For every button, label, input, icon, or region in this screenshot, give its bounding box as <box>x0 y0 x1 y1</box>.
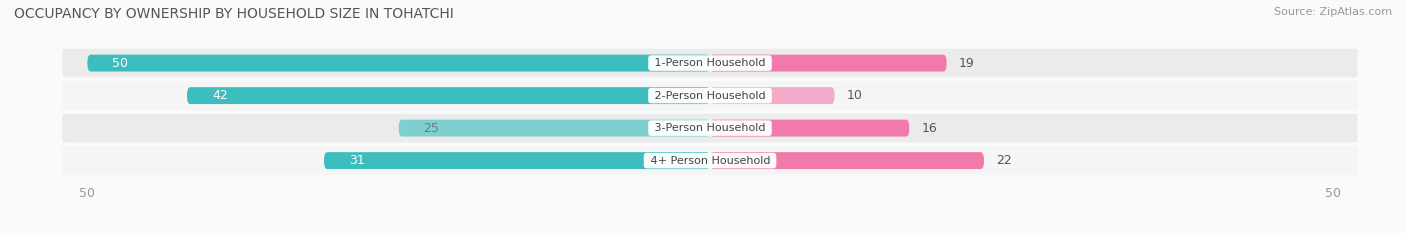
FancyBboxPatch shape <box>399 120 710 137</box>
Text: 1-Person Household: 1-Person Household <box>651 58 769 68</box>
Text: 42: 42 <box>212 89 228 102</box>
Legend: Owner-occupied, Renter-occupied: Owner-occupied, Renter-occupied <box>575 229 845 233</box>
FancyBboxPatch shape <box>710 55 946 72</box>
FancyBboxPatch shape <box>710 152 984 169</box>
Text: 10: 10 <box>846 89 863 102</box>
FancyBboxPatch shape <box>62 81 1358 110</box>
FancyBboxPatch shape <box>62 49 1358 77</box>
Text: OCCUPANCY BY OWNERSHIP BY HOUSEHOLD SIZE IN TOHATCHI: OCCUPANCY BY OWNERSHIP BY HOUSEHOLD SIZE… <box>14 7 454 21</box>
FancyBboxPatch shape <box>62 114 1358 142</box>
FancyBboxPatch shape <box>87 55 710 72</box>
Text: Source: ZipAtlas.com: Source: ZipAtlas.com <box>1274 7 1392 17</box>
Text: 4+ Person Household: 4+ Person Household <box>647 156 773 166</box>
Text: 50: 50 <box>112 57 128 70</box>
FancyBboxPatch shape <box>710 120 910 137</box>
Text: 31: 31 <box>349 154 364 167</box>
Text: 16: 16 <box>922 122 938 135</box>
Text: 3-Person Household: 3-Person Household <box>651 123 769 133</box>
Text: 25: 25 <box>423 122 440 135</box>
Text: 2-Person Household: 2-Person Household <box>651 91 769 101</box>
FancyBboxPatch shape <box>710 87 835 104</box>
FancyBboxPatch shape <box>62 146 1358 175</box>
Text: 19: 19 <box>959 57 974 70</box>
Text: 22: 22 <box>997 154 1012 167</box>
FancyBboxPatch shape <box>323 152 710 169</box>
FancyBboxPatch shape <box>187 87 710 104</box>
